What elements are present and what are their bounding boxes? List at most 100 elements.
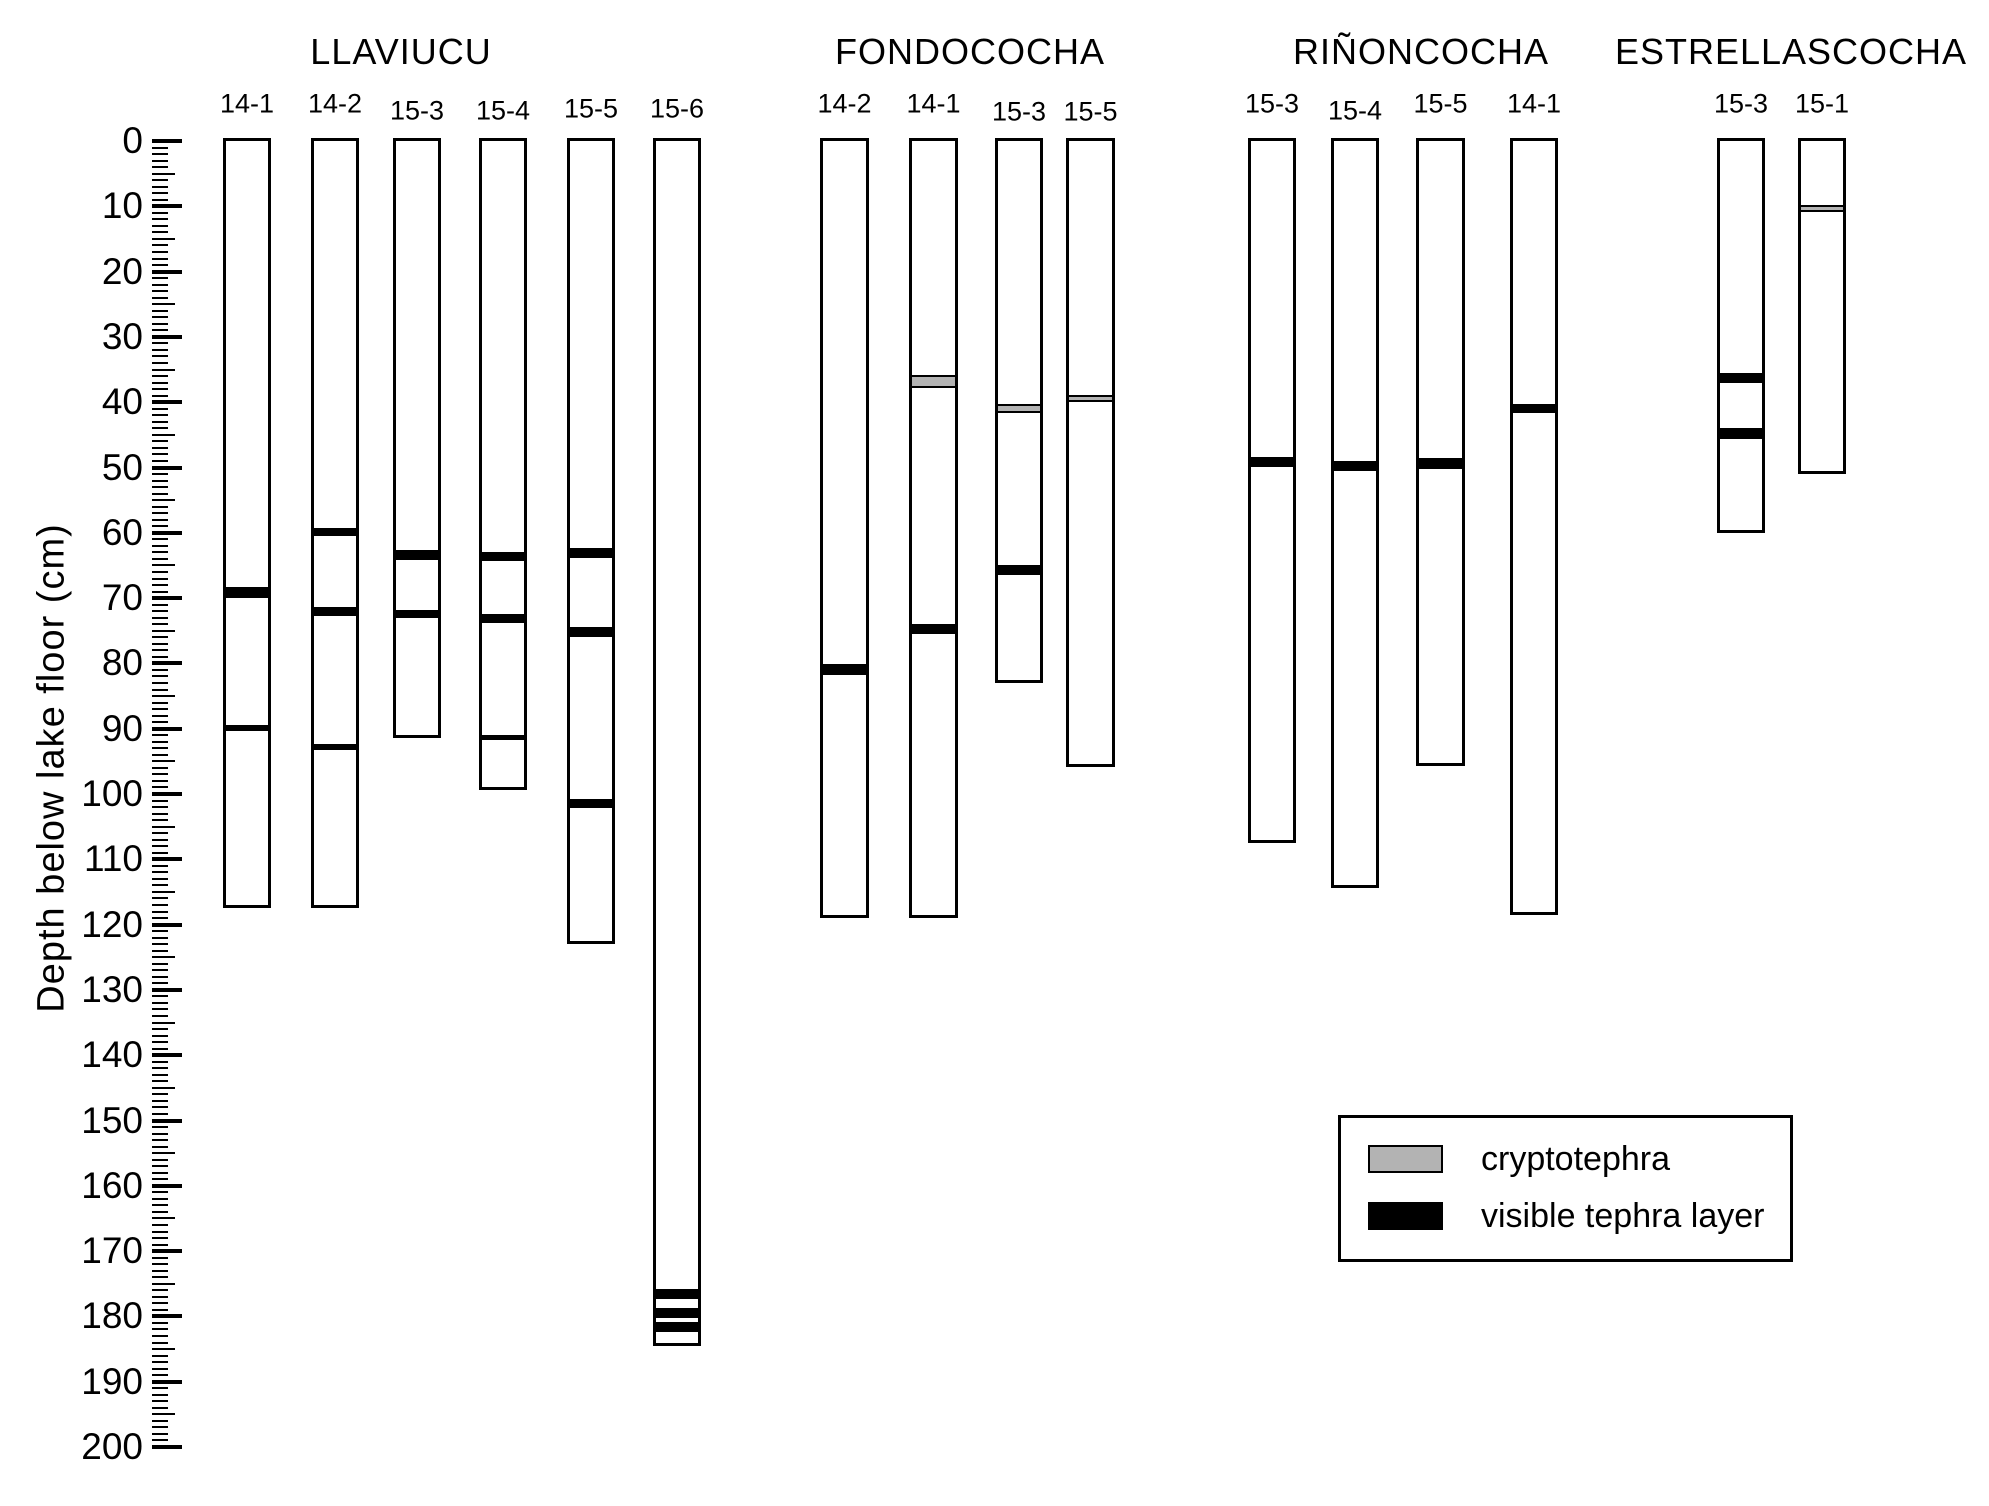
axis-tick [152,864,168,867]
axis-tick-label: 170 [81,1230,143,1272]
axis-tick [152,655,168,658]
axis-tick [152,1289,168,1292]
axis-tick [152,283,168,286]
axis-tick [152,1413,175,1416]
cryptotephra-layer [1069,395,1112,402]
axis-tick [152,407,168,410]
axis-tick [152,1302,168,1305]
axis-tick [152,211,168,214]
core-column [1798,138,1846,474]
axis-tick [152,1060,168,1063]
axis-tick [152,1328,168,1331]
visible-tephra-layer [314,527,356,537]
axis-tick [152,303,175,306]
axis-tick [152,427,168,430]
axis-tick [152,1348,175,1351]
core-column [909,138,958,918]
core-label: 15-6 [649,93,705,124]
axis-tick [152,394,168,397]
visible-tephra-layer [396,549,438,560]
core-column [1248,138,1296,843]
axis-tick [152,1178,168,1181]
axis-tick [152,747,168,750]
axis-tick [152,766,168,769]
axis-tick [152,446,168,449]
core-column [1066,138,1115,767]
axis-tick [152,204,182,209]
axis-tick [152,1282,175,1285]
core-column [1416,138,1465,766]
axis-tick [152,251,168,253]
axis-tick [152,1243,168,1246]
axis-tick [152,518,168,521]
axis-tick [152,1086,175,1089]
visible-tephra-layer [823,664,866,676]
axis-tick [152,192,168,195]
axis-tick [152,1406,168,1409]
core-column [1510,138,1558,915]
axis-tick [152,231,168,234]
axis-tick [152,459,168,462]
axis-tick [152,375,168,378]
axis-tick-label: 180 [81,1295,143,1337]
axis-tick [152,649,168,652]
axis-tick [152,551,168,554]
axis-tick [152,1432,168,1435]
axis-tick [152,681,168,684]
axis-tick [152,877,168,880]
axis-tick-label: 30 [101,315,143,357]
visible-tephra-layer [314,744,356,750]
axis-tick [152,316,168,319]
axis-tick [152,1230,168,1233]
axis-tick [152,753,168,756]
axis-tick [152,806,168,809]
core-label: 15-4 [475,95,531,126]
axis-tick [152,420,168,423]
axis-tick [152,1041,168,1044]
axis-tick [152,237,175,240]
axis-tick [152,1374,168,1377]
axis-tick [152,930,168,933]
axis-tick [152,224,168,227]
core-label: 15-5 [563,93,619,124]
axis-tick [152,198,168,201]
axis-tick-label: 150 [81,1099,143,1141]
axis-tick [152,486,168,489]
core-column [1717,138,1765,533]
axis-tick [152,1393,168,1396]
axis-tick [152,465,182,470]
visible-tephra-layer [314,607,356,617]
axis-tick [152,1112,168,1115]
axis-tick [152,819,168,822]
visible-tephra-layer [570,548,612,558]
axis-tick [152,590,168,593]
axis-tick [152,936,168,939]
visible-tephra-layer [570,799,612,809]
axis-tick [152,538,168,541]
axis-tick [152,166,168,169]
axis-tick [152,1197,168,1200]
axis-tick [152,1334,168,1337]
core-column [223,138,271,908]
axis-tick [152,675,168,678]
axis-tick [152,1158,168,1161]
axis-tick [152,1439,168,1442]
axis-tick-label: 160 [81,1164,143,1206]
visible-tephra-layer [912,624,955,634]
axis-tick [152,1249,182,1254]
axis-tick [152,1001,168,1004]
axis-tick [152,760,175,763]
axis-tick [152,838,168,841]
axis-tick [152,1034,168,1037]
axis-tick [152,334,182,339]
axis-tick [152,956,175,959]
visible-tephra-layer [482,735,524,741]
axis-tick-label: 80 [101,642,143,684]
axis-tick [152,917,168,920]
axis-tick [152,1387,168,1390]
axis-tick [152,1152,175,1155]
visible-tephra-layer [1720,372,1762,384]
axis-tick [152,636,168,639]
axis-tick [152,851,168,854]
legend-swatch-visible [1368,1202,1443,1230]
